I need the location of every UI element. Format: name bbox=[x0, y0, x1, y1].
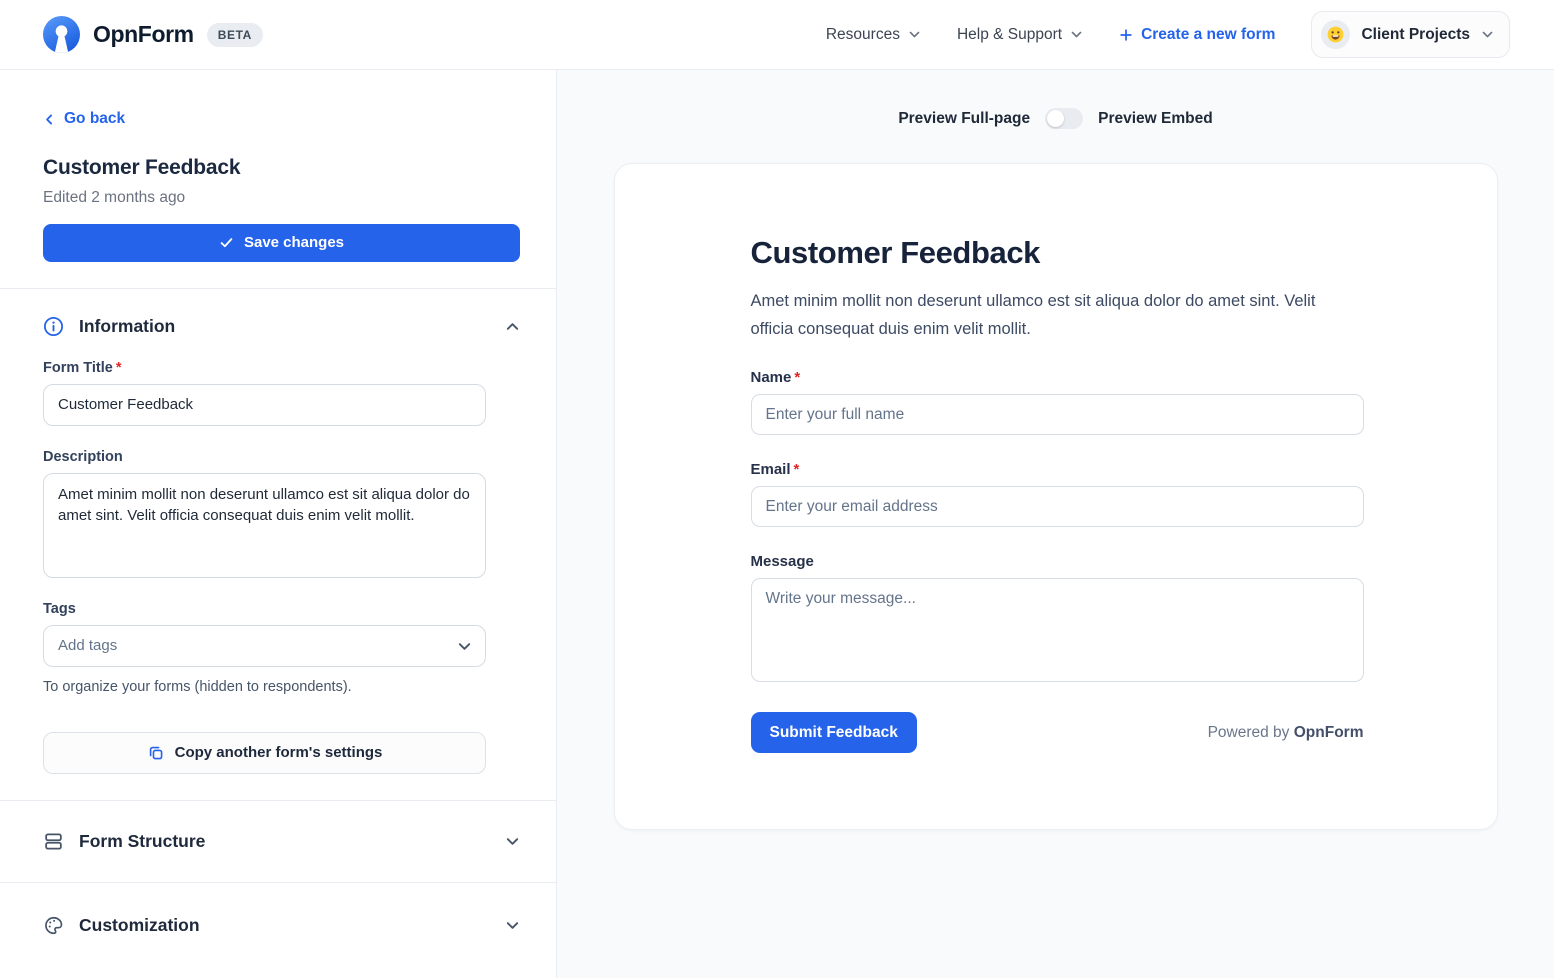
chevron-down-icon bbox=[506, 837, 519, 845]
required-asterisk: * bbox=[115, 359, 122, 376]
preview-mode-toggle[interactable] bbox=[1045, 108, 1084, 129]
chevron-down-icon[interactable] bbox=[457, 639, 472, 654]
preview-form-footer: Submit Feedback Powered by OpnForm bbox=[750, 712, 1364, 754]
message-textarea[interactable] bbox=[750, 578, 1364, 683]
required-asterisk: * bbox=[794, 369, 801, 387]
form-title-label: Form Title * bbox=[43, 359, 122, 376]
content-split: Go back Customer Feedback Edited 2 month… bbox=[0, 70, 1554, 978]
workspace-switcher[interactable]: Client Projects bbox=[1311, 11, 1510, 58]
section-information-title: Information bbox=[79, 315, 176, 336]
section-information-header[interactable]: Information bbox=[43, 289, 520, 337]
create-new-form-label: Create a new form bbox=[1141, 25, 1276, 43]
preview-pane: Preview Full-page Preview Embed Customer… bbox=[557, 70, 1554, 978]
go-back-label: Go back bbox=[64, 110, 126, 127]
header-nav: Resources Help & Support Create a new fo… bbox=[826, 11, 1510, 58]
go-back-link[interactable]: Go back bbox=[43, 110, 125, 128]
create-new-form-button[interactable]: Create a new form bbox=[1119, 26, 1275, 44]
powered-by-brand: OpnForm bbox=[1293, 723, 1364, 741]
brand-name: OpnForm bbox=[93, 21, 194, 47]
name-input[interactable] bbox=[750, 394, 1364, 436]
chevron-down-icon bbox=[1071, 31, 1082, 38]
chevron-down-icon bbox=[909, 31, 920, 38]
submit-feedback-button[interactable]: Submit Feedback bbox=[750, 712, 917, 754]
nav-help-support[interactable]: Help & Support bbox=[957, 26, 1083, 44]
form-title-input[interactable] bbox=[43, 383, 486, 426]
section-form-structure-header[interactable]: Form Structure bbox=[43, 801, 520, 882]
name-field-label: Name * bbox=[750, 369, 801, 387]
copy-form-settings-button[interactable]: Copy another form's settings bbox=[43, 731, 486, 774]
tags-helper-text: To organize your forms (hidden to respon… bbox=[43, 678, 352, 695]
required-asterisk: * bbox=[793, 461, 800, 479]
section-customization-header[interactable]: Customization bbox=[43, 883, 520, 936]
palette-icon bbox=[45, 916, 63, 934]
divider bbox=[0, 881, 556, 883]
preview-mode-toggle-row: Preview Full-page Preview Embed bbox=[614, 108, 1498, 129]
app-header: OpnForm BETA Resources Help & Support Cr… bbox=[0, 0, 1554, 70]
opnform-logo-icon bbox=[43, 16, 80, 53]
plus-icon bbox=[1120, 28, 1132, 41]
save-changes-button[interactable]: Save changes bbox=[43, 223, 520, 262]
beta-badge: BETA bbox=[206, 22, 263, 47]
section-customization-title: Customization bbox=[79, 914, 200, 935]
email-field-label: Email * bbox=[750, 461, 800, 479]
section-form-structure-title: Form Structure bbox=[79, 830, 206, 851]
nav-resources[interactable]: Resources bbox=[826, 26, 921, 44]
workspace-name: Client Projects bbox=[1361, 25, 1470, 43]
chevron-down-icon bbox=[506, 921, 519, 929]
divider bbox=[0, 287, 556, 289]
divider bbox=[0, 799, 556, 801]
preview-form-description: Amet minim mollit non deserunt ullamco e… bbox=[750, 292, 1316, 338]
nav-resources-label: Resources bbox=[825, 25, 900, 43]
info-icon bbox=[43, 316, 64, 336]
smiley-emoji-icon bbox=[1328, 26, 1344, 43]
email-input[interactable] bbox=[750, 486, 1364, 528]
description-textarea[interactable]: Amet minim mollit non deserunt ullamco e… bbox=[43, 472, 486, 578]
powered-by-text: Powered by OpnForm bbox=[1207, 723, 1364, 741]
copy-form-settings-label: Copy another form's settings bbox=[174, 744, 383, 761]
form-preview-card: Customer Feedback Amet minim mollit non … bbox=[613, 163, 1498, 830]
form-settings-sidebar: Go back Customer Feedback Edited 2 month… bbox=[0, 70, 557, 978]
chevron-down-icon bbox=[1482, 31, 1493, 38]
tags-label: Tags bbox=[43, 600, 76, 617]
save-changes-label: Save changes bbox=[243, 234, 345, 251]
chevron-up-icon bbox=[506, 322, 519, 330]
preview-fullpage-label[interactable]: Preview Full-page bbox=[898, 109, 1031, 127]
workspace-avatar bbox=[1321, 20, 1351, 49]
check-icon bbox=[220, 238, 233, 248]
copy-icon bbox=[149, 746, 162, 759]
description-label: Description bbox=[43, 448, 123, 465]
message-field-label: Message bbox=[750, 553, 814, 571]
nav-help-support-label: Help & Support bbox=[956, 25, 1063, 43]
chevron-left-icon bbox=[46, 114, 53, 124]
toggle-knob bbox=[1047, 110, 1065, 127]
tags-input[interactable] bbox=[43, 624, 486, 667]
rows-icon bbox=[45, 832, 62, 850]
brand-group[interactable]: OpnForm BETA bbox=[43, 16, 263, 53]
preview-embed-label[interactable]: Preview Embed bbox=[1098, 109, 1213, 127]
form-name-title: Customer Feedback bbox=[43, 155, 241, 179]
last-edited-text: Edited 2 months ago bbox=[43, 188, 186, 206]
preview-form-title: Customer Feedback bbox=[750, 235, 1041, 270]
tags-field bbox=[43, 624, 486, 667]
